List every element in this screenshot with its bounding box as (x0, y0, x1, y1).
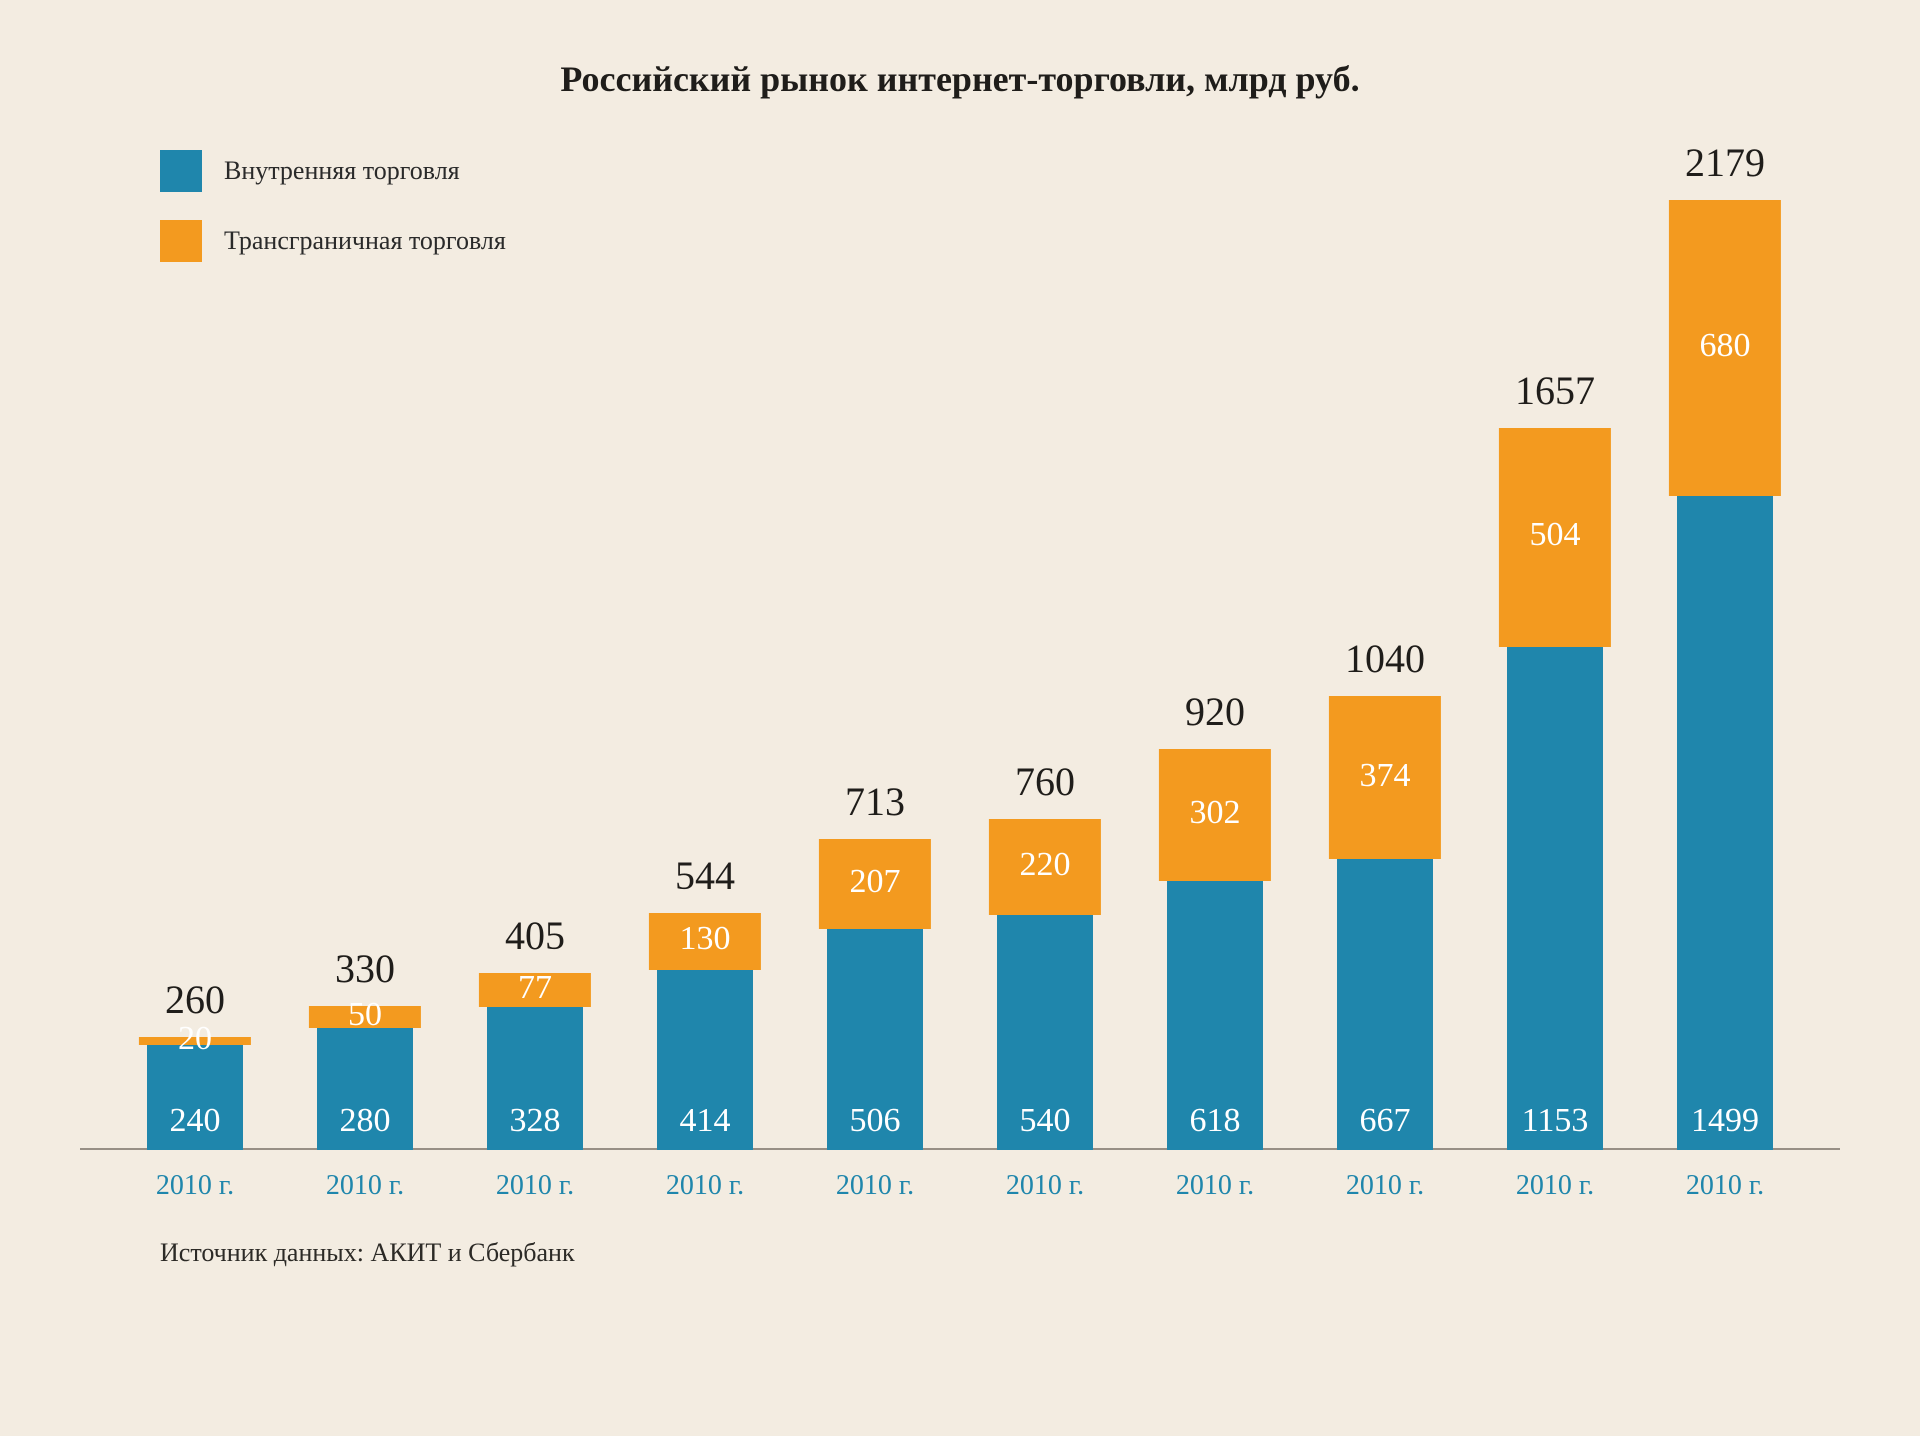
value-label-domestic: 667 (1359, 1102, 1410, 1140)
bar-segment-domestic (1507, 647, 1602, 1150)
total-label: 544 (675, 852, 735, 899)
total-label: 330 (335, 945, 395, 992)
x-axis-label: 2010 г. (836, 1170, 914, 1202)
x-axis-label: 2010 г. (1686, 1170, 1764, 1202)
total-label: 920 (1185, 688, 1245, 735)
x-axis-label: 2010 г. (666, 1170, 744, 1202)
x-axis-label: 2010 г. (326, 1170, 404, 1202)
bar-slot: 240202602010 г. (147, 170, 242, 1150)
total-label: 713 (845, 778, 905, 825)
value-label-cross: 680 (1699, 327, 1750, 365)
value-label-cross: 50 (348, 996, 382, 1034)
total-label: 405 (505, 912, 565, 959)
value-label-domestic: 1153 (1522, 1102, 1589, 1140)
bar-slot: 5402207602010 г. (997, 170, 1092, 1150)
total-label: 760 (1015, 758, 1075, 805)
bar-slot: 5062077132010 г. (827, 170, 922, 1150)
x-axis-label: 2010 г. (1176, 1170, 1254, 1202)
total-label: 1657 (1515, 367, 1595, 414)
value-label-cross: 220 (1019, 846, 1070, 884)
value-label-domestic: 506 (849, 1102, 900, 1140)
bar-slot: 280503302010 г. (317, 170, 412, 1150)
total-label: 2179 (1685, 139, 1765, 186)
source-text: Источник данных: АКИТ и Сбербанк (160, 1238, 575, 1268)
value-label-domestic: 618 (1189, 1102, 1240, 1140)
chart-title: Российский рынок интернет-торговли, млрд… (0, 58, 1920, 100)
plot-area: 240202602010 г.280503302010 г.3287740520… (110, 170, 1810, 1150)
value-label-domestic: 1499 (1691, 1102, 1759, 1140)
value-label-cross: 130 (679, 920, 730, 958)
bar-slot: 4141305442010 г. (657, 170, 752, 1150)
value-label-cross: 207 (849, 863, 900, 901)
x-axis-label: 2010 г. (1346, 1170, 1424, 1202)
value-label-domestic: 414 (679, 1102, 730, 1140)
total-label: 1040 (1345, 635, 1425, 682)
value-label-cross: 20 (178, 1020, 212, 1058)
x-axis-label: 2010 г. (1516, 1170, 1594, 1202)
x-axis-label: 2010 г. (496, 1170, 574, 1202)
value-label-domestic: 240 (169, 1102, 220, 1140)
bar-slot: 6183029202010 г. (1167, 170, 1262, 1150)
bar-slot: 149968021792010 г. (1677, 170, 1772, 1150)
total-label: 260 (165, 976, 225, 1023)
chart-area: 240202602010 г.280503302010 г.3287740520… (110, 170, 1810, 1150)
value-label-cross: 374 (1359, 757, 1410, 795)
value-label-domestic: 540 (1019, 1102, 1070, 1140)
value-label-domestic: 280 (339, 1102, 390, 1140)
bar-segment-domestic (1677, 496, 1772, 1150)
value-label-cross: 77 (518, 969, 552, 1007)
x-axis-label: 2010 г. (156, 1170, 234, 1202)
bar-slot: 328774052010 г. (487, 170, 582, 1150)
bar-slot: 66737410402010 г. (1337, 170, 1432, 1150)
bar-slot: 115350416572010 г. (1507, 170, 1602, 1150)
value-label-cross: 504 (1529, 516, 1580, 554)
x-axis-label: 2010 г. (1006, 1170, 1084, 1202)
value-label-domestic: 328 (509, 1102, 560, 1140)
value-label-cross: 302 (1189, 794, 1240, 832)
